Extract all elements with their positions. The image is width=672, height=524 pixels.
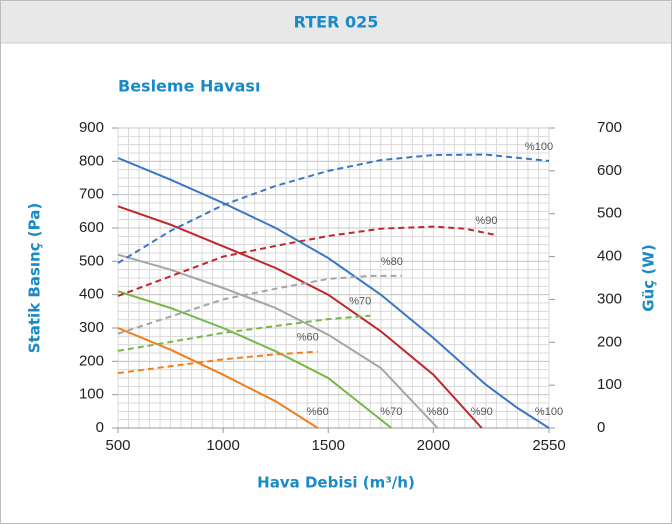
y-tick-label: 500 bbox=[79, 252, 104, 269]
x-tick-label: 1500 bbox=[312, 437, 345, 454]
y2-tick-label: 300 bbox=[597, 290, 622, 307]
y2-tick-label: 0 bbox=[597, 419, 605, 436]
series-label: %90 bbox=[475, 215, 497, 227]
series-label: %70 bbox=[380, 406, 402, 418]
series-line bbox=[117, 350, 318, 375]
series-label: %60 bbox=[307, 406, 329, 418]
y-tick-label: 600 bbox=[79, 219, 104, 236]
y-tick-label: 300 bbox=[79, 319, 104, 336]
series-line bbox=[117, 153, 550, 264]
y2-tick-label: 500 bbox=[597, 205, 622, 222]
series-label: %100 bbox=[535, 406, 563, 418]
series-label: %70 bbox=[349, 296, 371, 308]
series-line bbox=[117, 314, 371, 352]
x-tick-label: 2000 bbox=[417, 437, 450, 454]
series-line bbox=[117, 290, 392, 429]
series-line bbox=[117, 253, 439, 429]
series-line bbox=[117, 274, 402, 335]
y2-tick-label: 700 bbox=[597, 119, 622, 136]
y2-tick-label: 400 bbox=[597, 248, 622, 265]
y-tick-label: 700 bbox=[79, 186, 104, 203]
x-tick-label: 1000 bbox=[206, 437, 239, 454]
y-tick-label: 800 bbox=[79, 152, 104, 169]
y-tick-label: 100 bbox=[79, 386, 104, 403]
y2-axis-title: Güç (W) bbox=[640, 244, 658, 311]
series-line bbox=[117, 225, 497, 297]
y-tick-label: 200 bbox=[79, 352, 104, 369]
series-label: %60 bbox=[297, 332, 319, 344]
x-tick-label: 2550 bbox=[532, 437, 565, 454]
y2-tick-label: 200 bbox=[597, 333, 622, 350]
y-tick-label: 900 bbox=[79, 119, 104, 136]
y-axis-title: Statik Basınç (Pa) bbox=[26, 203, 44, 353]
series-line bbox=[117, 205, 483, 429]
series-label: %80 bbox=[427, 406, 449, 418]
y2-tick-label: 100 bbox=[597, 376, 622, 393]
header-bar bbox=[1, 1, 671, 43]
y-tick-label: 0 bbox=[96, 419, 104, 436]
y-tick-label: 400 bbox=[79, 286, 104, 303]
chart-subtitle: Besleme Havası bbox=[118, 77, 260, 96]
x-axis-title: Hava Debisi (m³/h) bbox=[257, 474, 415, 492]
x-tick-label: 500 bbox=[105, 437, 130, 454]
series-line bbox=[117, 327, 319, 429]
series-label: %100 bbox=[525, 141, 553, 153]
series-line bbox=[117, 157, 550, 429]
chart-title: RTER 025 bbox=[294, 13, 379, 32]
series-label: %90 bbox=[471, 406, 493, 418]
series-label: %80 bbox=[381, 256, 403, 268]
y2-tick-label: 600 bbox=[597, 162, 622, 179]
